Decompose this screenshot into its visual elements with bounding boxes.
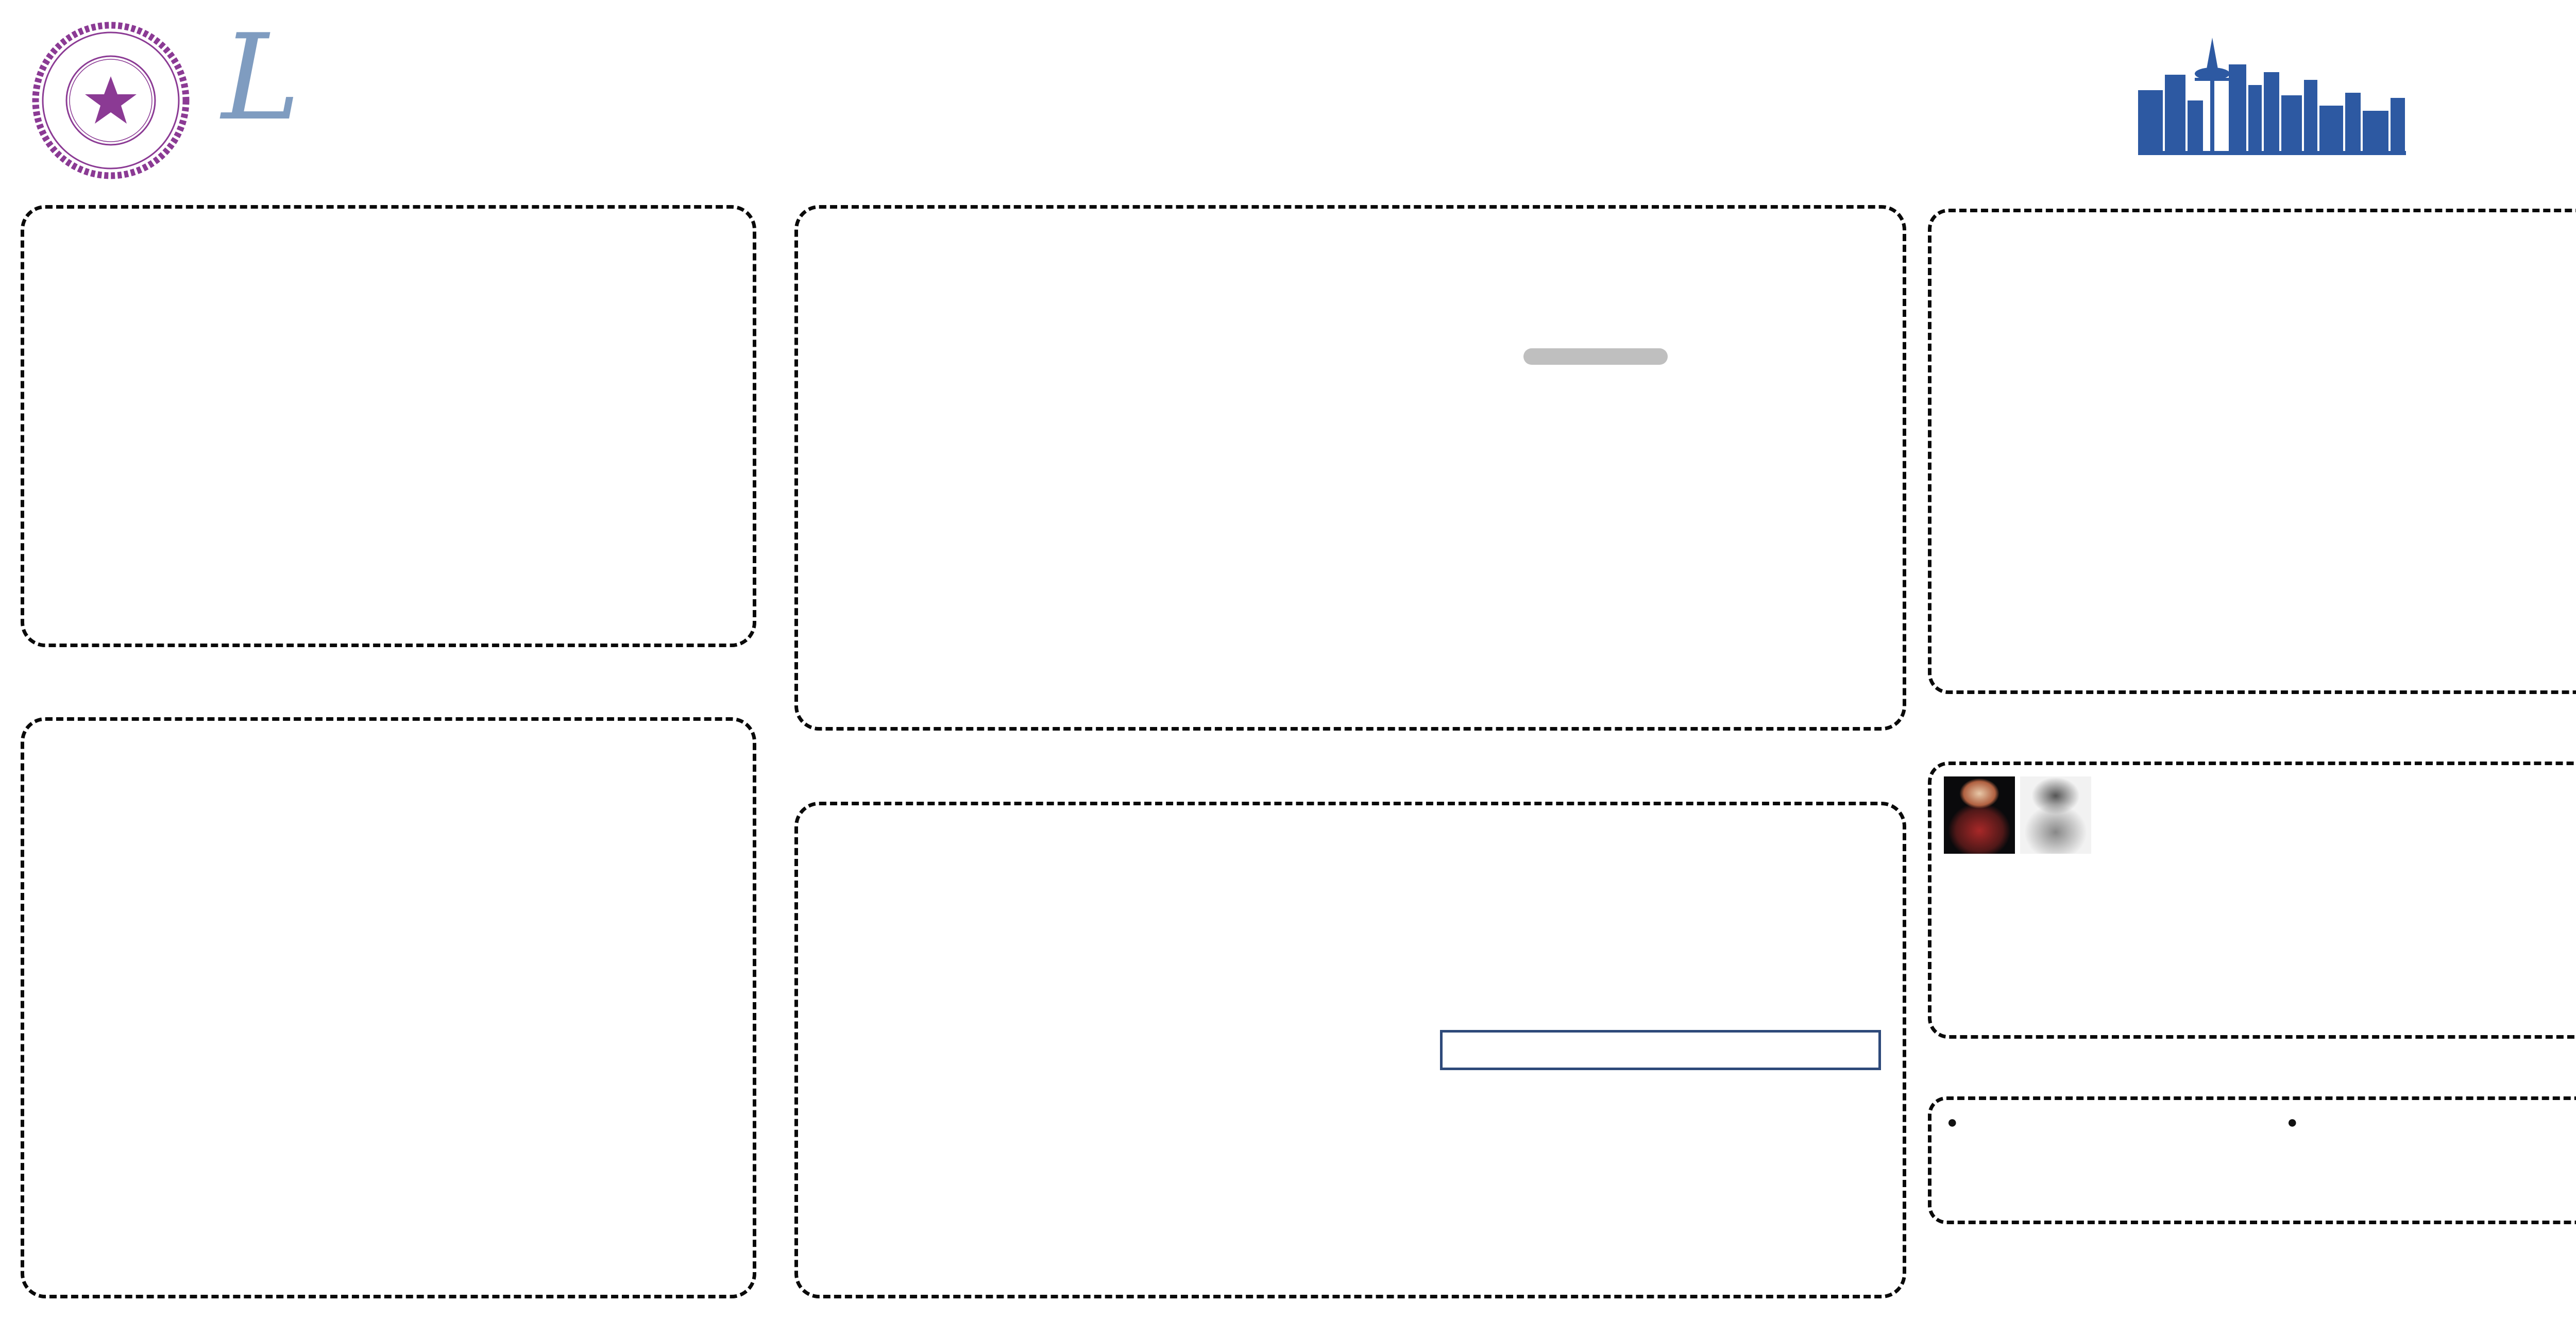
poster-title xyxy=(747,14,1958,24)
diagram-overall-structure xyxy=(1192,219,1516,494)
results-details-box xyxy=(1928,762,2576,1039)
approach-box xyxy=(794,205,1906,731)
psnr-gflops-chart xyxy=(442,228,731,630)
lab-logo: L xyxy=(222,9,313,147)
ablation-panel: ● xyxy=(1947,1112,1958,1132)
results-params-box: ● ● xyxy=(1928,1096,2576,1224)
lab-script-mark: L xyxy=(222,9,300,147)
spectral-density-curves-chart xyxy=(1944,859,2094,992)
contributions-box xyxy=(21,205,756,647)
core-text xyxy=(820,824,1417,1276)
structure-panel: ● xyxy=(2287,1112,2298,1132)
attention-map-panel xyxy=(1440,1030,1881,1070)
diagram-legend xyxy=(1523,348,1668,365)
contributions-list xyxy=(46,228,431,624)
details-left-panel xyxy=(1944,776,2094,995)
core-box xyxy=(794,802,1906,1298)
details-grid xyxy=(2104,776,2576,995)
tsinghua-seal xyxy=(32,22,190,179)
diagram-cab xyxy=(1675,219,1887,494)
results-sota-box xyxy=(1928,209,2576,694)
motivation-box xyxy=(21,717,756,1298)
approach-equations xyxy=(814,219,1179,717)
cvpr-logo xyxy=(2128,28,2576,160)
measurement-image xyxy=(2020,776,2091,854)
qr-code xyxy=(2000,25,2109,134)
seal-star-icon xyxy=(85,76,137,124)
seattle-skyline-icon xyxy=(2138,38,2406,155)
rgb-image xyxy=(1944,776,2015,854)
